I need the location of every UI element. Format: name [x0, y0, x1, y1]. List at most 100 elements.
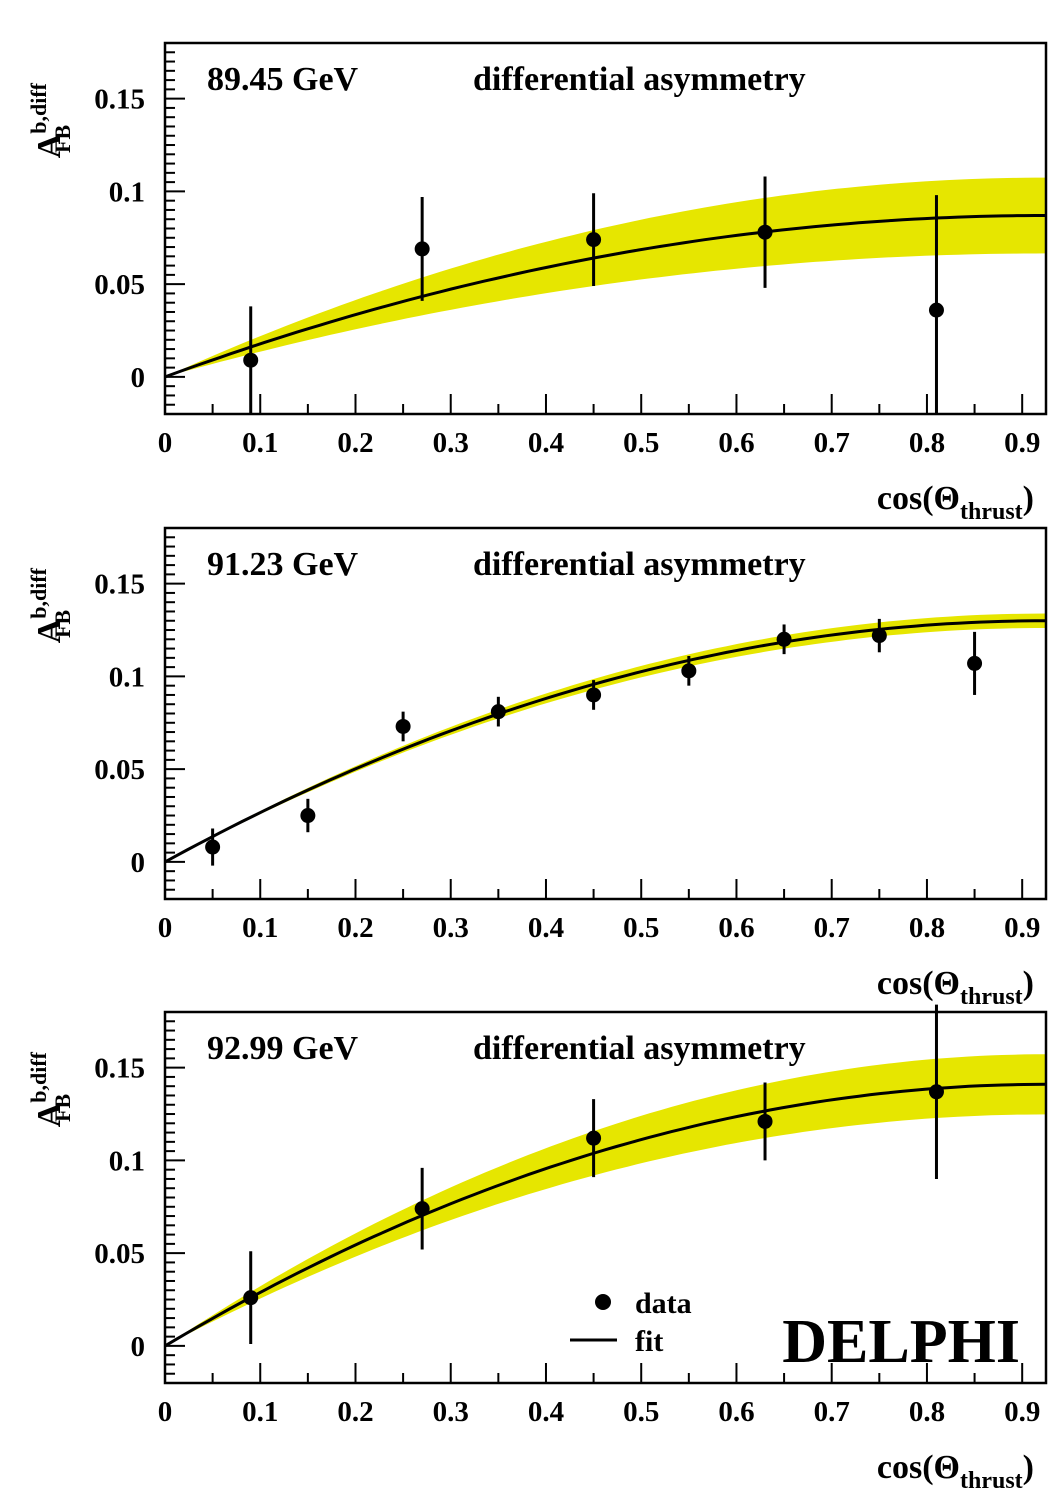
panel-subtitle: differential asymmetry	[473, 1030, 806, 1067]
x-axis-title: cos(Θthrust)	[877, 480, 1034, 525]
x-axis-title-close: )	[1023, 965, 1034, 1002]
panel-3: 0 0.1 0.2 0.3 0.4 0.5 0.6 0.7 0.8 0.9 0 0.05 0.1 0.15…	[26, 1004, 1048, 1493]
x-tick-label: 0	[158, 1396, 173, 1428]
data-point-2	[414, 1201, 430, 1217]
y-tick-label: 0.05	[94, 754, 145, 786]
x-tick-label: 0.3	[433, 427, 469, 459]
y-axis-title-main: A	[31, 1102, 68, 1127]
x-tick-label: 0.6	[718, 1396, 754, 1428]
panel-subtitle: differential asymmetry	[473, 546, 806, 583]
legend: data fit	[570, 1287, 692, 1358]
y-axis-title-sup: b,diff	[26, 1051, 51, 1102]
fit-uncertainty-band	[165, 1054, 1046, 1346]
data-point-2	[414, 241, 430, 257]
fit-uncertainty-band	[165, 177, 1046, 377]
data-point-4	[757, 224, 773, 240]
panel-subtitle: differential asymmetry	[473, 61, 806, 98]
data-point-3	[586, 232, 602, 248]
x-axis-title-main: cos(Θ	[877, 965, 960, 1002]
x-tick-label: 0.5	[623, 1396, 659, 1428]
data-point-1	[243, 1290, 259, 1306]
x-tick-label: 0.6	[718, 427, 754, 459]
fit-line	[164, 619, 1046, 864]
x-tick-label: 0.1	[242, 1396, 278, 1428]
x-tick-label: 0.9	[1004, 427, 1040, 459]
y-tick-label: 0.05	[94, 269, 145, 301]
data-point-1	[243, 352, 259, 368]
x-tick-label: 0.4	[528, 912, 564, 944]
y-axis-title-sub: FB	[50, 610, 75, 638]
x-tick-label: 0.4	[528, 427, 564, 459]
y-axis-title-sub: FB	[50, 125, 75, 153]
plot-frame	[163, 526, 1048, 901]
legend-fit-label: fit	[635, 1325, 663, 1358]
data-point-7	[776, 631, 792, 647]
x-tick-label: 0.3	[433, 912, 469, 944]
fit-uncertainty-band	[165, 613, 1046, 862]
x-tick-label: 0.7	[814, 912, 850, 944]
y-tick-label: 0	[131, 1331, 146, 1363]
data-point-5	[586, 687, 602, 703]
data-point-6	[681, 663, 697, 679]
x-axis-title-main: cos(Θ	[877, 480, 960, 517]
y-axis-title: Ab,diffFB	[26, 82, 75, 158]
panel-2: 0 0.1 0.2 0.3 0.4 0.5 0.6 0.7 0.8 0.9 0 0.05 0.1 0.15…	[26, 526, 1048, 1010]
y-tick-label: 0.1	[109, 176, 145, 208]
data-point-4	[757, 1113, 773, 1129]
data-point-3	[395, 718, 411, 734]
x-tick-label: 0.1	[242, 427, 278, 459]
x-tick-label: 0	[158, 427, 173, 459]
x-tick-label: 0.2	[337, 427, 373, 459]
x-tick-label: 0.8	[909, 427, 945, 459]
x-axis-title-close: )	[1023, 1449, 1034, 1486]
y-axis-title-text: Ab,diffFB	[26, 567, 75, 643]
x-tick-label: 0.1	[242, 912, 278, 944]
x-tick-label: 0.7	[814, 427, 850, 459]
y-tick-label: 0.15	[94, 569, 145, 601]
legend-data-marker	[595, 1294, 611, 1310]
energy-label: 92.99 GeV	[207, 1030, 359, 1067]
energy-label: 89.45 GeV	[207, 61, 359, 98]
y-tick-label: 0.1	[109, 1145, 145, 1177]
x-tick-label: 0.5	[623, 427, 659, 459]
y-tick-label: 0.05	[94, 1238, 145, 1270]
y-axis-title-main: A	[31, 618, 68, 643]
data-point-8	[871, 628, 887, 644]
x-tick-label: 0.8	[909, 1396, 945, 1428]
fit-line	[164, 214, 1046, 379]
legend-data-label: data	[635, 1287, 692, 1320]
y-tick-label: 0.15	[94, 1053, 145, 1085]
data-point-5	[928, 1084, 944, 1100]
x-tick-label: 0.2	[337, 1396, 373, 1428]
x-tick-label: 0.3	[433, 1396, 469, 1428]
x-axis-title-sub: thrust	[960, 1468, 1023, 1493]
x-axis-title-main: cos(Θ	[877, 1449, 960, 1486]
data-point-4	[490, 704, 506, 720]
energy-label: 91.23 GeV	[207, 546, 359, 583]
y-tick-label: 0.15	[94, 84, 145, 116]
x-tick-label: 0.9	[1004, 1396, 1040, 1428]
y-axis-title: Ab,diffFB	[26, 1051, 75, 1127]
y-tick-label: 0	[131, 847, 146, 879]
x-tick-label: 0.5	[623, 912, 659, 944]
y-axis-title-text: Ab,diffFB	[26, 1051, 75, 1127]
x-tick-label: 0	[158, 912, 173, 944]
y-axis-title: Ab,diffFB	[26, 567, 75, 643]
data-point-9	[967, 655, 983, 671]
data-point-5	[928, 302, 944, 318]
y-axis-title-main: A	[31, 133, 68, 158]
x-tick-label: 0.9	[1004, 912, 1040, 944]
data-point-1	[205, 839, 221, 855]
x-tick-label: 0.6	[718, 912, 754, 944]
x-tick-label: 0.4	[528, 1396, 564, 1428]
fit-line	[164, 1082, 1047, 1348]
y-axis-title-text: Ab,diffFB	[26, 82, 75, 158]
x-tick-label: 0.7	[814, 1396, 850, 1428]
x-axis-title-sub: thrust	[960, 499, 1023, 525]
y-tick-label: 0.1	[109, 661, 145, 693]
y-axis-title-sup: b,diff	[26, 82, 51, 133]
x-axis-title: cos(Θthrust)	[877, 1449, 1034, 1493]
y-tick-label: 0	[131, 362, 146, 394]
x-tick-label: 0.8	[909, 912, 945, 944]
